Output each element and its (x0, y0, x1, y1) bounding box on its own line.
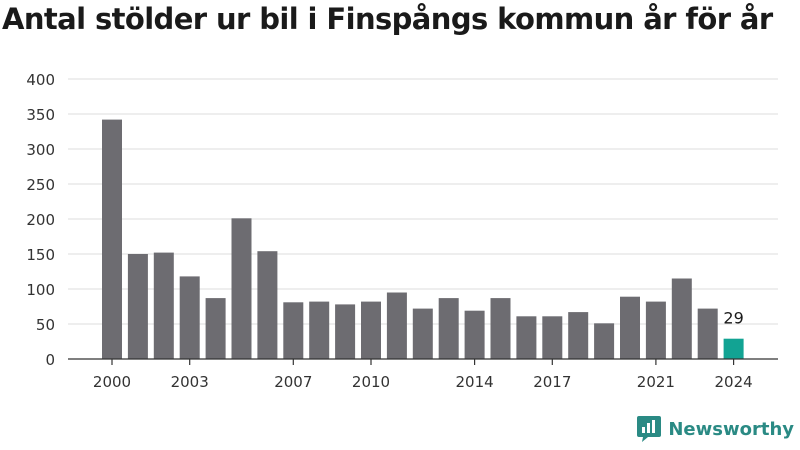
bar-2023 (697, 308, 718, 359)
bar-2020 (620, 296, 640, 359)
y-tick-label-300: 300 (26, 141, 55, 159)
y-tick-label-400: 400 (26, 71, 55, 89)
x-tick-label-2000: 2000 (93, 373, 131, 391)
brand-name: Newsworthy (668, 418, 794, 440)
bar-2017 (542, 316, 563, 359)
x-tick-label-2021: 2021 (637, 373, 675, 391)
gridlines (68, 78, 778, 325)
bar-2000 (102, 119, 122, 359)
x-axis-tick-labels: 2000 2003 2007 2010 2014 2017 2021 2024 (93, 373, 753, 391)
bar-2013 (438, 298, 459, 359)
x-tick-label-2017: 2017 (533, 373, 571, 391)
bar-2005 (231, 218, 252, 359)
y-tick-label-50: 50 (36, 316, 55, 334)
bar-2002 (153, 252, 174, 359)
x-tick-label-2014: 2014 (456, 373, 494, 391)
annotations: 29 (723, 309, 743, 328)
x-axis (68, 358, 778, 365)
y-axis-tick-labels: 0 50 100 150 200 250 300 350 400 (26, 71, 55, 369)
y-tick-label-0: 0 (45, 351, 55, 369)
y-tick-label-200: 200 (26, 211, 55, 229)
bar-2006 (257, 251, 278, 359)
bars (102, 119, 744, 359)
bar-2016 (516, 316, 537, 359)
x-tick-label-2003: 2003 (171, 373, 209, 391)
bar-2007 (283, 302, 304, 359)
bar-2011 (386, 292, 407, 359)
x-tick-label-2024: 2024 (715, 373, 753, 391)
bar-2010 (361, 301, 381, 359)
data-label-2024: 29 (723, 309, 743, 328)
chart-title: Antal stölder ur bil i Finspångs kommun … (2, 2, 773, 36)
bar-2008 (309, 301, 330, 359)
bar-2022 (671, 278, 692, 359)
bar-2024 (723, 338, 744, 359)
bar-2014 (464, 310, 485, 359)
bar-2009 (335, 304, 356, 359)
newsworthy-brand: Newsworthy (636, 414, 794, 444)
y-tick-label-350: 350 (26, 106, 55, 124)
bar-2015 (490, 298, 511, 359)
bar-2012 (412, 308, 433, 359)
bar-2019 (594, 323, 615, 359)
x-tick-label-2010: 2010 (352, 373, 390, 391)
x-tick-label-2007: 2007 (274, 373, 312, 391)
y-tick-label-100: 100 (26, 281, 55, 299)
bar-2003 (179, 276, 200, 359)
bar-2021 (645, 301, 666, 359)
bar-2001 (127, 254, 148, 359)
bar-2018 (568, 312, 589, 359)
newsworthy-logo-icon (637, 416, 662, 442)
y-tick-label-250: 250 (26, 176, 55, 194)
y-tick-label-150: 150 (26, 246, 55, 264)
bar-2004 (205, 298, 226, 359)
